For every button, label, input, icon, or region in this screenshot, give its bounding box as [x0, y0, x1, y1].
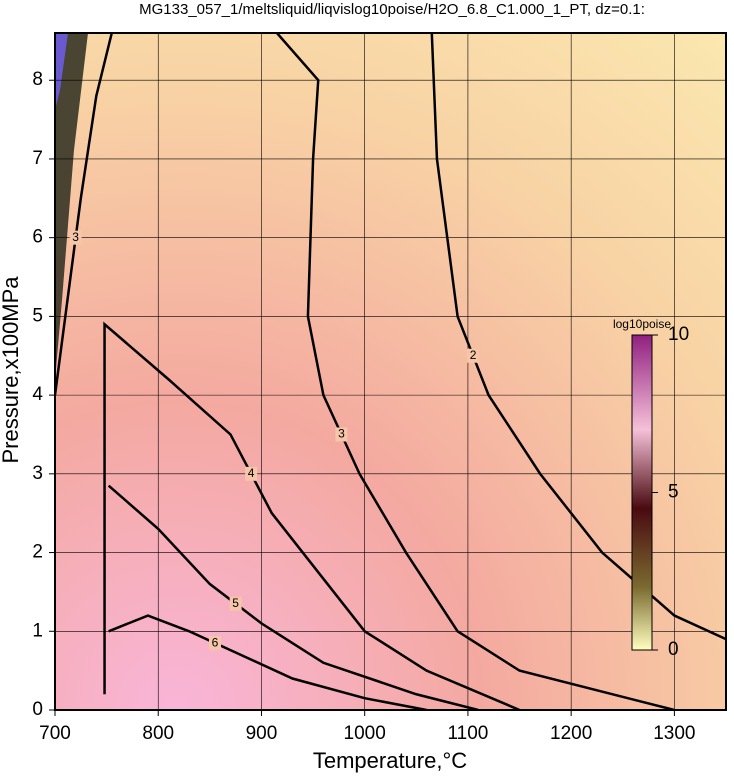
y-tick-label: 6: [32, 227, 43, 248]
contour-label: 2: [470, 348, 477, 362]
y-tick-label: 4: [32, 384, 43, 405]
high-viscosity-region: [55, 33, 68, 110]
x-tick-label: 700: [39, 723, 71, 744]
x-tick-label: 1300: [653, 723, 695, 744]
plot-frame: [54, 32, 727, 711]
colorbar-tick-label: 0: [668, 639, 679, 660]
y-tick-label: 5: [32, 305, 43, 326]
y-tick-label: 8: [32, 69, 43, 90]
contour-label: 6: [212, 635, 219, 649]
contour-line: [103, 321, 521, 710]
contour-label-bg: [229, 596, 242, 611]
y-tick-label: 1: [32, 620, 43, 641]
y-axis-title: Pressure,x100MPa: [0, 276, 23, 464]
colorbar-label: log10poise: [613, 317, 671, 331]
contour-label-bg: [69, 230, 82, 245]
y-tick-label: 0: [32, 699, 43, 720]
y-tick-label: 7: [32, 148, 43, 169]
x-tick-label: 800: [142, 723, 174, 744]
contour-line: [108, 614, 427, 710]
contour-line: [107, 484, 479, 710]
contour-label-bg: [467, 348, 480, 363]
y-tick-label: 2: [32, 542, 43, 563]
plot-background: [55, 33, 726, 710]
colorbar: [631, 334, 653, 651]
x-tick-label: 900: [246, 723, 278, 744]
contour-label-bg: [209, 636, 222, 651]
contour-label: 5: [232, 596, 239, 610]
contour-label: 3: [338, 427, 345, 441]
x-tick-label: 1000: [344, 723, 386, 744]
x-tick-label: 1200: [550, 723, 592, 744]
colorbar-tick-label: 10: [668, 324, 689, 345]
colorbar-tick-label: 5: [668, 482, 679, 503]
x-tick-label: 1100: [447, 723, 488, 744]
contour-label-bg: [335, 427, 348, 442]
chart-title: MG133_057_1/meltsliquid/liqvislog10poise…: [139, 1, 645, 18]
contour-label: 3: [72, 230, 79, 244]
contour-label: 4: [248, 466, 255, 480]
y-tick-label: 3: [32, 463, 43, 484]
x-axis-title: Temperature,°C: [313, 748, 467, 773]
dark-region: [55, 33, 88, 380]
contour-label-bg: [245, 466, 258, 481]
